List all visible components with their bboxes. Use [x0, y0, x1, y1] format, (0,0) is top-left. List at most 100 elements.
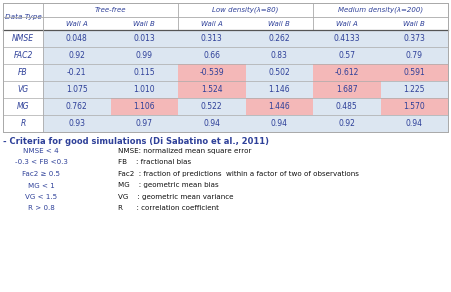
Bar [3, 3, 448, 132]
Text: 1.106: 1.106 [133, 102, 155, 111]
Bar [110, 64, 178, 81]
Text: Wall A: Wall A [336, 20, 358, 27]
Bar [313, 81, 381, 98]
Bar [245, 47, 313, 64]
Text: 0.502: 0.502 [268, 68, 290, 77]
Text: Wall B: Wall B [133, 20, 155, 27]
Text: FB    : fractional bias: FB : fractional bias [118, 159, 191, 166]
Text: 0.4133: 0.4133 [333, 34, 360, 43]
Text: 0.013: 0.013 [133, 34, 155, 43]
Text: MG: MG [17, 102, 29, 111]
Bar [245, 115, 313, 132]
Text: Tree-free: Tree-free [95, 7, 126, 13]
Text: 0.485: 0.485 [336, 102, 358, 111]
Text: 0.373: 0.373 [403, 34, 425, 43]
Bar [245, 81, 313, 98]
Text: VG    : geometric mean variance: VG : geometric mean variance [118, 194, 234, 200]
Bar [313, 115, 381, 132]
Text: MG < 1: MG < 1 [28, 182, 55, 189]
Text: 1.010: 1.010 [133, 85, 155, 94]
Bar [313, 30, 381, 47]
Bar [381, 47, 448, 64]
Text: 1.524: 1.524 [201, 85, 222, 94]
Text: Fac2 ≥ 0.5: Fac2 ≥ 0.5 [22, 171, 60, 177]
Bar [381, 81, 448, 98]
Bar [43, 47, 110, 64]
Bar [178, 47, 245, 64]
Bar [43, 115, 110, 132]
Bar [381, 115, 448, 132]
Bar [178, 81, 245, 98]
Bar [178, 30, 245, 47]
Bar [381, 98, 448, 115]
Text: -0.612: -0.612 [335, 68, 359, 77]
Text: Medium density(λ=200): Medium density(λ=200) [338, 7, 423, 13]
Text: NMSE: NMSE [12, 34, 34, 43]
Text: VG < 1.5: VG < 1.5 [25, 194, 57, 200]
Text: 0.93: 0.93 [68, 119, 85, 128]
Text: MG    : geometric mean bias: MG : geometric mean bias [118, 182, 219, 189]
Bar [178, 64, 245, 81]
Text: R: R [20, 119, 26, 128]
Text: 0.522: 0.522 [201, 102, 222, 111]
Text: 0.94: 0.94 [203, 119, 220, 128]
Bar [313, 47, 381, 64]
Text: 0.79: 0.79 [406, 51, 423, 60]
Text: NMSE: normalized mean square error: NMSE: normalized mean square error [118, 148, 252, 154]
Bar [110, 115, 178, 132]
Bar [110, 30, 178, 47]
Text: 0.94: 0.94 [271, 119, 288, 128]
Text: Wall A: Wall A [201, 20, 223, 27]
Text: 0.92: 0.92 [338, 119, 355, 128]
Bar [43, 81, 110, 98]
Text: Data Type: Data Type [5, 13, 41, 20]
Bar [381, 64, 448, 81]
Text: Wall B: Wall B [403, 20, 425, 27]
Text: - Criteria for good simulations (Di Sabatino et al., 2011): - Criteria for good simulations (Di Saba… [3, 137, 269, 146]
Text: Wall A: Wall A [66, 20, 87, 27]
Text: 0.94: 0.94 [406, 119, 423, 128]
Text: 0.83: 0.83 [271, 51, 288, 60]
Text: 0.115: 0.115 [133, 68, 155, 77]
Text: 0.048: 0.048 [66, 34, 87, 43]
Text: -0.3 < FB <0.3: -0.3 < FB <0.3 [14, 159, 68, 166]
Text: FB: FB [18, 68, 28, 77]
Text: 0.262: 0.262 [268, 34, 290, 43]
Text: 0.99: 0.99 [136, 51, 153, 60]
Text: 1.570: 1.570 [403, 102, 425, 111]
Text: 0.66: 0.66 [203, 51, 220, 60]
Text: NMSE < 4: NMSE < 4 [23, 148, 59, 154]
Text: R > 0.8: R > 0.8 [28, 206, 55, 211]
Bar [245, 98, 313, 115]
Text: 1.687: 1.687 [336, 85, 358, 94]
Bar [178, 115, 245, 132]
Bar [110, 98, 178, 115]
Bar [245, 64, 313, 81]
Text: 0.762: 0.762 [66, 102, 87, 111]
Text: VG: VG [18, 85, 28, 94]
Bar [43, 64, 110, 81]
Text: Wall B: Wall B [268, 20, 290, 27]
Text: 1.225: 1.225 [404, 85, 425, 94]
Bar [245, 30, 313, 47]
Text: 0.92: 0.92 [68, 51, 85, 60]
Bar [43, 98, 110, 115]
Text: Low density(λ=80): Low density(λ=80) [212, 7, 279, 13]
Text: 0.57: 0.57 [338, 51, 355, 60]
Text: 0.313: 0.313 [201, 34, 223, 43]
Text: -0.21: -0.21 [67, 68, 87, 77]
Bar [313, 98, 381, 115]
Text: R      : correlation coefficient: R : correlation coefficient [118, 206, 219, 211]
Bar [313, 64, 381, 81]
Bar [381, 30, 448, 47]
Text: 1.075: 1.075 [66, 85, 87, 94]
Text: -0.539: -0.539 [199, 68, 224, 77]
Text: 1.146: 1.146 [268, 85, 290, 94]
Text: FAC2: FAC2 [14, 51, 32, 60]
Text: 0.591: 0.591 [403, 68, 425, 77]
Bar [110, 81, 178, 98]
Text: 0.97: 0.97 [136, 119, 153, 128]
Bar [110, 47, 178, 64]
Text: 1.446: 1.446 [268, 102, 290, 111]
Text: Fac2  : fraction of predictions  within a factor of two of observations: Fac2 : fraction of predictions within a … [118, 171, 359, 177]
